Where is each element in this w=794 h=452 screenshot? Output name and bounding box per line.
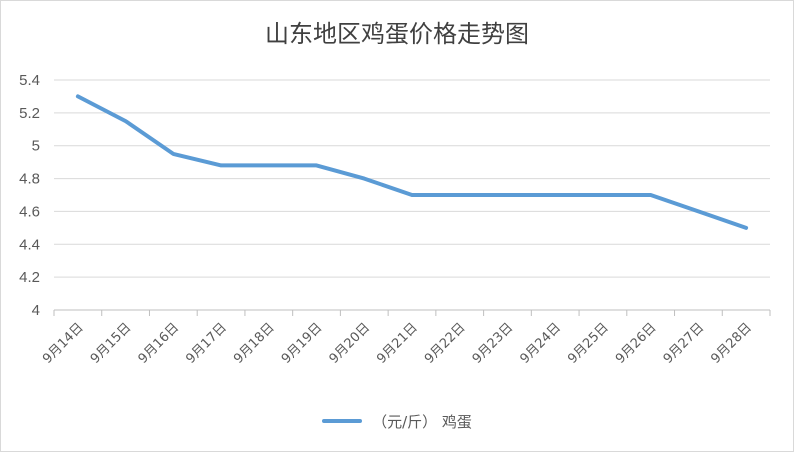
y-tick-label: 4.2 (19, 269, 40, 286)
legend-swatch (322, 419, 363, 423)
x-tick-label: 9月27日 (661, 320, 708, 367)
y-tick-label: 4 (32, 302, 40, 319)
y-tick-label: 5 (32, 138, 40, 155)
x-tick-label: 9月14日 (40, 320, 87, 367)
x-tick-label: 9月16日 (136, 320, 183, 367)
x-tick-label: 9月17日 (183, 320, 230, 367)
chart-title: 山东地区鸡蛋价格走势图 (265, 20, 529, 48)
x-tick-label: 9月22日 (422, 320, 469, 367)
x-tick-label: 9月24日 (517, 320, 564, 367)
x-tick-label: 9月21日 (374, 320, 421, 367)
x-tick-label: 9月19日 (279, 320, 326, 367)
x-tick-label: 9月15日 (88, 320, 135, 367)
x-tick-label: 9月26日 (613, 320, 660, 367)
y-tick-label: 5.2 (19, 105, 40, 122)
y-tick-label: 4.6 (19, 203, 40, 220)
legend: （元/斤） 鸡蛋 (0, 408, 794, 434)
x-tick-label: 9月25日 (565, 320, 612, 367)
y-tick-label: 4.8 (19, 171, 40, 188)
x-axis-ticks: 9月14日 9月15日 9月16日 9月17日 9月18日 9月19日 9月20日 9月21日… (40, 310, 771, 367)
y-tick-label: 4.4 (19, 236, 40, 253)
legend-label: （元/斤） 鸡蛋 (372, 412, 472, 431)
series-line (75, 94, 749, 230)
x-tick-label: 9月28日 (708, 320, 755, 367)
x-tick-label: 9月23日 (470, 320, 517, 367)
gridlines (54, 79, 770, 311)
y-tick-label: 5.4 (19, 72, 40, 89)
y-axis-ticks: 4 4.2 4.4 4.6 4.8 5 5.2 5.4 (19, 72, 40, 319)
series-layer (75, 94, 749, 230)
x-tick-label: 9月20日 (327, 320, 374, 367)
x-tick-label: 9月18日 (231, 320, 278, 367)
